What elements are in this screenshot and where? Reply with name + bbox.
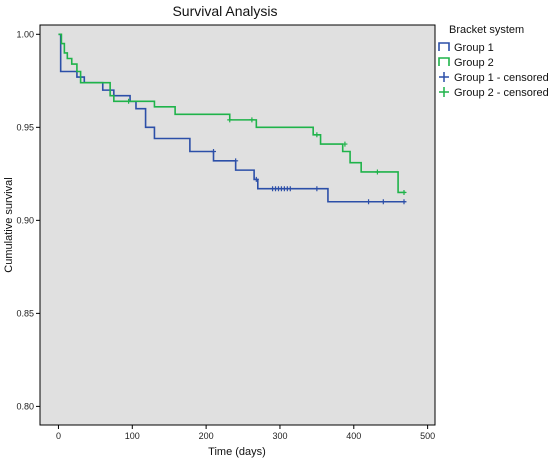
- y-tick-label: 0.80: [16, 401, 34, 411]
- x-tick-label: 400: [346, 431, 361, 441]
- x-axis: 0 100 200 300 400 500: [56, 425, 435, 441]
- legend: Bracket system Group 1 Group 2 Group 1 - c…: [438, 24, 549, 99]
- y-tick-label: 0.85: [16, 308, 34, 318]
- censored-mark: [401, 189, 407, 195]
- legend-label-3: Group 1 - censored: [454, 72, 549, 84]
- y-tick-label: 0.95: [16, 122, 34, 132]
- x-tick-label: 100: [125, 431, 140, 441]
- x-tick-label: 0: [56, 431, 61, 441]
- y-tick-label: 1.00: [16, 29, 34, 39]
- y-axis-label: Cumulative survival: [3, 177, 15, 272]
- censored-mark: [227, 117, 233, 123]
- legend-symbol-1: [438, 42, 450, 51]
- censored-mark: [126, 98, 132, 104]
- y-axis: 0.80 0.85 0.90 0.95 1.00: [16, 29, 40, 411]
- legend-label-1: Group 1: [454, 42, 494, 54]
- censored-mark: [401, 199, 407, 205]
- x-axis-label: Time (days): [208, 446, 266, 458]
- y-tick-label: 0.90: [16, 215, 34, 225]
- censored-mark: [342, 141, 348, 147]
- x-tick-label: 200: [199, 431, 214, 441]
- censored-mark: [380, 199, 386, 205]
- censored-mark: [249, 117, 255, 123]
- censored-mark: [366, 199, 372, 205]
- censored-mark: [211, 149, 217, 155]
- legend-symbol-3: [439, 72, 449, 82]
- series-layer: [58, 33, 407, 205]
- censored-mark: [287, 186, 293, 192]
- legend-label-2: Group 2: [454, 57, 494, 69]
- censored-mark: [233, 158, 239, 164]
- legend-label-4: Group 2 - censored: [454, 87, 549, 99]
- series-line-1: [58, 33, 406, 203]
- plot-area: [39, 24, 436, 426]
- x-tick-label: 300: [272, 431, 287, 441]
- chart-title: Survival Analysis: [172, 3, 277, 19]
- legend-symbol-2: [438, 57, 450, 66]
- censored-mark: [314, 186, 320, 192]
- series-line-2: [58, 33, 406, 194]
- x-tick-label: 500: [420, 431, 435, 441]
- censored-mark: [374, 169, 380, 175]
- legend-title: Bracket system: [449, 24, 524, 36]
- legend-symbol-4: [439, 87, 449, 97]
- censored-mark: [253, 176, 259, 182]
- censored-mark: [314, 132, 320, 138]
